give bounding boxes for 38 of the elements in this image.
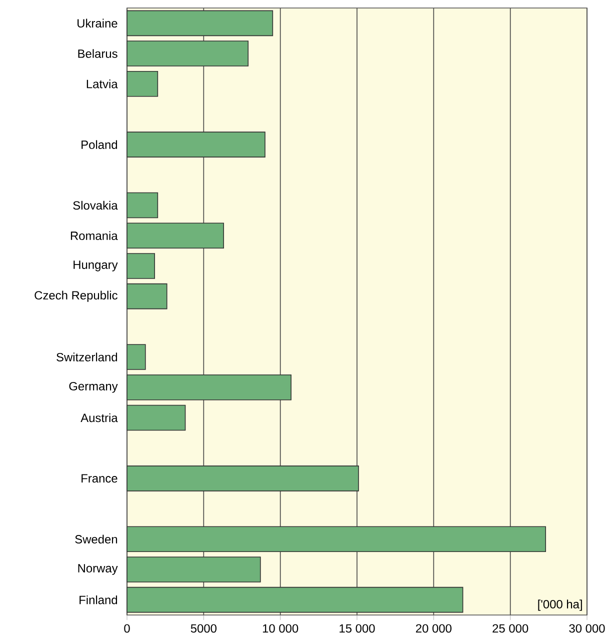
bar [126, 526, 546, 552]
bar [126, 374, 292, 400]
bar [126, 40, 249, 66]
bar [126, 344, 146, 370]
annotation: ['000 ha] [538, 600, 582, 611]
y-tick-label: Belarus [78, 49, 118, 58]
x-tick-label: 20 000 [416, 624, 452, 633]
y-tick-label: Switzerland [56, 352, 118, 362]
y-tick-label: France [82, 474, 118, 483]
y-tick-label: Hungary [74, 260, 118, 272]
y-tick-label: Slovakia [73, 200, 118, 210]
bar [126, 253, 155, 279]
x-tick-label: 15 000 [340, 624, 375, 633]
y-tick-label: Austria [80, 413, 118, 422]
bar [126, 192, 158, 218]
y-tick-label: Romania [70, 231, 118, 240]
y-tick-label: Sweden [75, 534, 118, 544]
y-tick-label: Czech Republic [34, 290, 118, 302]
y-tick-label: Norway [78, 564, 118, 575]
y-tick-label: Ukraine [78, 18, 118, 28]
bar [126, 283, 168, 310]
y-tick-label: Latvia [86, 79, 118, 88]
x-tick-label: 10 000 [262, 624, 298, 633]
bar [126, 132, 266, 158]
bar [126, 222, 224, 249]
x-tick-label: 5000 [190, 624, 216, 633]
x-tick-label: 0 [124, 624, 130, 633]
bar [126, 556, 261, 582]
y-tick-label: Germany [69, 382, 118, 393]
x-tick-label: 25 000 [492, 624, 528, 633]
bar [126, 466, 359, 492]
bar [126, 10, 274, 36]
y-tick-label: Poland [82, 140, 118, 149]
bar [126, 404, 186, 431]
bar [126, 70, 158, 97]
bar [126, 586, 464, 613]
y-tick-label: Finland [80, 595, 118, 604]
x-tick-label: 30 000 [569, 624, 605, 633]
